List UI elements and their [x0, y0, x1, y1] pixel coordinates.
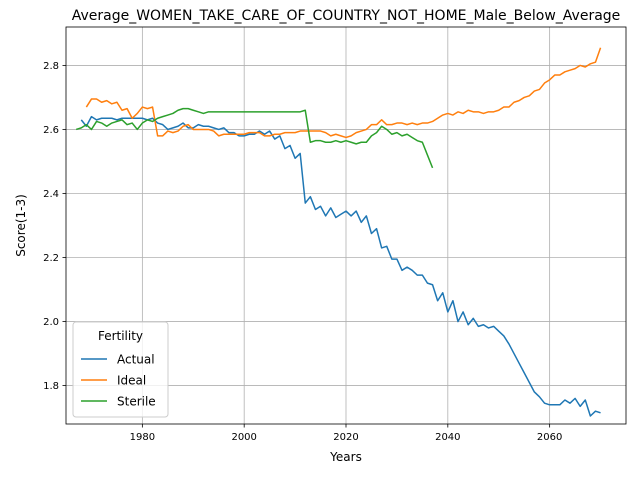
y-tick-label: 2.4 — [43, 189, 59, 200]
x-axis-label: Years — [329, 450, 362, 464]
y-tick-label: 2.2 — [43, 253, 59, 264]
series-line-sterile — [75, 107, 434, 169]
legend-title: Fertility — [98, 329, 143, 343]
y-tick-label: 2.6 — [43, 125, 59, 136]
chart-title: Average_WOMEN_TAKE_CARE_OF_COUNTRY_NOT_H… — [72, 8, 621, 24]
series-line-actual — [80, 115, 601, 417]
legend: Fertility Actual Ideal Sterile — [72, 321, 169, 418]
y-tick-label: 1.8 — [43, 381, 59, 392]
y-tick-label: 2.8 — [43, 61, 59, 72]
series-layer — [75, 47, 602, 417]
x-tick-label: 2060 — [537, 432, 562, 443]
series-line-ideal — [85, 47, 602, 139]
x-tick-label: 1980 — [130, 432, 155, 443]
grid-lines — [66, 27, 626, 424]
x-tick-label: 2020 — [333, 432, 358, 443]
legend-label-sterile: Sterile — [117, 395, 156, 409]
legend-box — [72, 321, 169, 418]
legend-label-actual: Actual — [117, 353, 155, 367]
axis-ticks: 1980 2000 2020 2040 2060 1.8 2.0 2.2 2.4 2.6 2.8 — [43, 61, 562, 443]
x-tick-label: 2040 — [435, 432, 460, 443]
legend-label-ideal: Ideal — [117, 374, 146, 388]
x-tick-label: 2000 — [231, 432, 256, 443]
y-axis-label: Score(1-3) — [14, 194, 28, 257]
y-tick-label: 2.0 — [43, 317, 59, 328]
legend-items: Actual Ideal Sterile — [81, 353, 156, 409]
